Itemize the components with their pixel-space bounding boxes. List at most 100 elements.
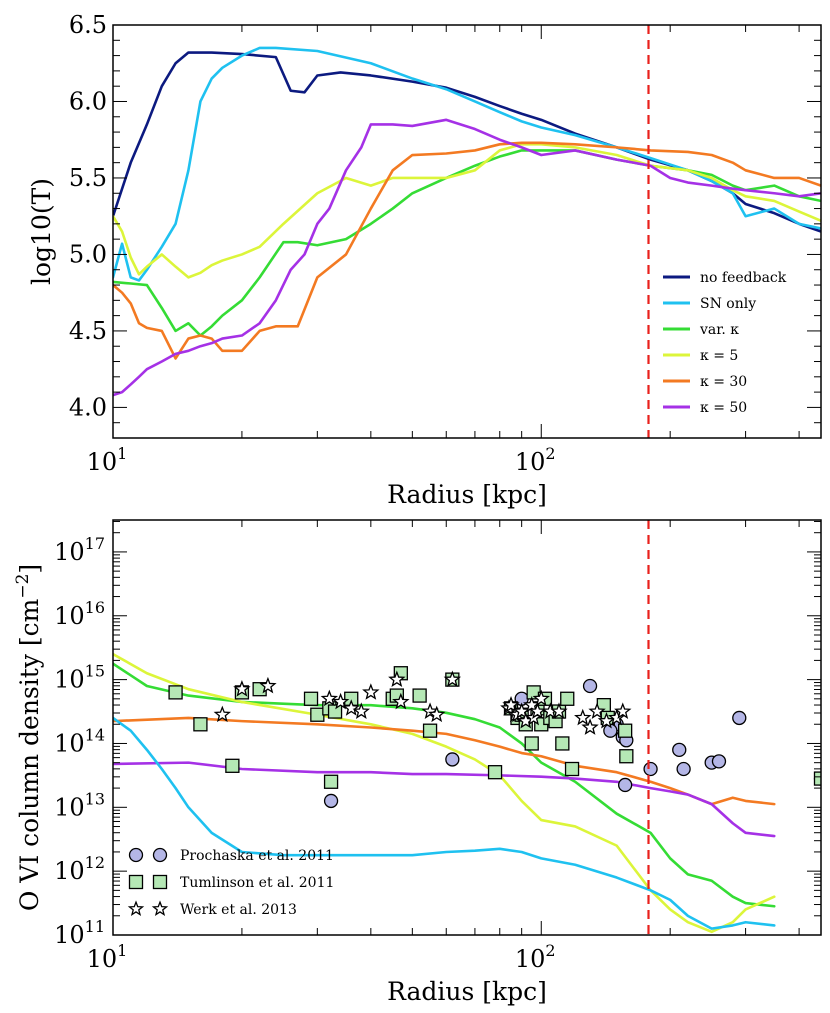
y-tick-label: 5.0 — [69, 240, 107, 268]
legend: Prochaska et al. 2011 Tumlinson et al. 20… — [127, 847, 334, 918]
data-point-werk-et-al-2013 — [550, 702, 568, 719]
data-point-prochaska-et-al-2011 — [672, 742, 687, 757]
data-point-tumlinson-et-al-2011 — [168, 685, 183, 700]
series-line-kappa-5 — [113, 143, 821, 279]
data-point-werk-et-al-2013 — [352, 702, 371, 719]
plot-area — [113, 46, 821, 397]
data-point-werk-et-al-2013 — [331, 692, 350, 710]
series-line-sn-only — [113, 716, 776, 930]
data-point-tumlinson-et-al-2011 — [303, 691, 319, 706]
data-point-werk-et-al-2013 — [614, 702, 632, 719]
data-point-werk-et-al-2013 — [512, 702, 531, 719]
data-point-tumlinson-et-al-2011 — [618, 723, 633, 738]
plot-area — [113, 652, 821, 934]
y-tick-label: 5.5 — [69, 164, 107, 192]
data-point-prochaska-et-al-2011 — [643, 761, 658, 777]
data-point-prochaska-et-al-2011 — [582, 678, 598, 694]
data-point-tumlinson-et-al-2011 — [487, 765, 503, 780]
y-tick-label: 4.5 — [69, 317, 107, 345]
data-point-werk-et-al-2013 — [581, 718, 599, 735]
data-point-werk-et-al-2013 — [342, 699, 360, 716]
data-point-werk-et-al-2013 — [320, 689, 339, 707]
legend-label-werk-et-al-2013: Werk et al. 2013 — [180, 902, 297, 918]
x-tick-label: 101 — [87, 444, 128, 476]
data-point-prochaska-et-al-2011 — [732, 710, 747, 726]
axes-frame — [112, 519, 822, 936]
data-point-tumlinson-et-al-2011 — [524, 736, 539, 751]
data-point-werk-et-al-2013 — [259, 676, 277, 694]
data-point-prochaska-et-al-2011 — [323, 793, 339, 809]
data-point-tumlinson-et-al-2011 — [323, 774, 339, 789]
y-tick-label: 1012 — [54, 853, 105, 885]
legend-label-var-kappa: var. κ — [699, 322, 739, 338]
data-point-tumlinson-et-al-2011 — [619, 749, 634, 764]
x-tick-label: 102 — [515, 941, 556, 973]
data-point-werk-et-al-2013 — [532, 689, 550, 707]
data-point-tumlinson-et-al-2011 — [564, 761, 580, 777]
legend-marker-werk-et-al-2013 — [151, 900, 169, 916]
data-point-werk-et-al-2013 — [443, 670, 462, 688]
series-line-kappa-50 — [113, 761, 776, 838]
data-point-tumlinson-et-al-2011 — [225, 758, 240, 773]
series-line-no-feedback — [113, 51, 821, 233]
data-point-werk-et-al-2013 — [428, 705, 446, 723]
legend-label-kappa-50: κ = 50 — [700, 400, 747, 416]
data-point-tumlinson-et-al-2011 — [310, 707, 325, 722]
y-tick-label: 6.0 — [69, 87, 107, 115]
y-tick-label: 1013 — [54, 789, 105, 821]
legend-marker-tumlinson-et-al-2011 — [152, 874, 168, 890]
data-point-werk-et-al-2013 — [388, 670, 406, 688]
y-axis-label: log10(T) — [27, 178, 56, 285]
legend-marker-prochaska-et-al-2011 — [128, 847, 144, 863]
series-line-var-kappa — [113, 662, 776, 908]
data-point-tumlinson-et-al-2011 — [412, 688, 427, 703]
x-tick-label: 102 — [515, 444, 556, 476]
data-point-tumlinson-et-al-2011 — [813, 771, 821, 786]
ovi-column-density-panel: 101 102 1011 1012 1013 1014 1015 1016 1017 Radius… — [13, 519, 822, 1006]
legend: no feedback SN only var. κ κ = 5 κ = 30 κ = 5… — [663, 270, 787, 416]
data-point-tumlinson-et-al-2011 — [560, 691, 575, 706]
data-point-tumlinson-et-al-2011 — [422, 723, 438, 738]
data-point-tumlinson-et-al-2011 — [555, 736, 570, 751]
legend-label-sn-only: SN only — [700, 296, 756, 312]
data-point-werk-et-al-2013 — [502, 695, 520, 713]
data-point-werk-et-al-2013 — [574, 708, 592, 726]
data-point-tumlinson-et-al-2011 — [193, 717, 208, 732]
legend-label-tumlinson-et-al-2011: Tumlinson et al. 2011 — [180, 875, 334, 891]
data-point-werk-et-al-2013 — [597, 711, 616, 729]
x-tick-label: 101 — [87, 941, 128, 973]
temperature-panel: 101 102 4.0 4.5 5.0 5.5 6.0 6.5 Radius [kpc] log1… — [27, 11, 822, 509]
series-line-sn-only — [113, 46, 821, 282]
data-point-werk-et-al-2013 — [392, 692, 410, 710]
data-point-werk-et-al-2013 — [233, 680, 251, 697]
data-point-prochaska-et-al-2011 — [445, 752, 460, 767]
axes-frame — [112, 24, 822, 439]
x-axis-label: Radius [kpc] — [387, 977, 547, 1006]
data-point-tumlinson-et-al-2011 — [327, 704, 343, 719]
legend-label-kappa-5: κ = 5 — [700, 348, 738, 364]
y-tick-label: 1016 — [54, 598, 105, 630]
legend-marker-tumlinson-et-al-2011 — [128, 874, 144, 890]
data-point-prochaska-et-al-2011 — [618, 777, 633, 793]
legend-label-prochaska-et-al-2011: Prochaska et al. 2011 — [180, 848, 334, 864]
x-axis-label: Radius [kpc] — [387, 480, 547, 509]
data-point-werk-et-al-2013 — [213, 705, 232, 723]
legend-label-no-feedback: no feedback — [700, 270, 787, 286]
y-tick-label: 1011 — [54, 917, 105, 949]
y-tick-label: 1014 — [54, 725, 105, 757]
legend-marker-prochaska-et-al-2011 — [152, 847, 168, 863]
data-point-werk-et-al-2013 — [362, 683, 380, 700]
series-line-kappa-5 — [113, 652, 776, 934]
y-tick-label: 1017 — [54, 534, 105, 566]
legend-marker-werk-et-al-2013 — [127, 900, 145, 916]
data-point-prochaska-et-al-2011 — [711, 754, 727, 769]
legend-label-kappa-30: κ = 30 — [700, 374, 747, 390]
series-line-kappa-50 — [113, 118, 821, 397]
y-tick-label: 1015 — [54, 662, 105, 694]
y-axis-label: O VI column density [cm−2] — [13, 564, 44, 911]
data-point-werk-et-al-2013 — [588, 702, 606, 719]
y-tick-label: 4.0 — [69, 393, 107, 421]
data-point-prochaska-et-al-2011 — [676, 761, 691, 777]
y-tick-label: 6.5 — [69, 11, 107, 39]
